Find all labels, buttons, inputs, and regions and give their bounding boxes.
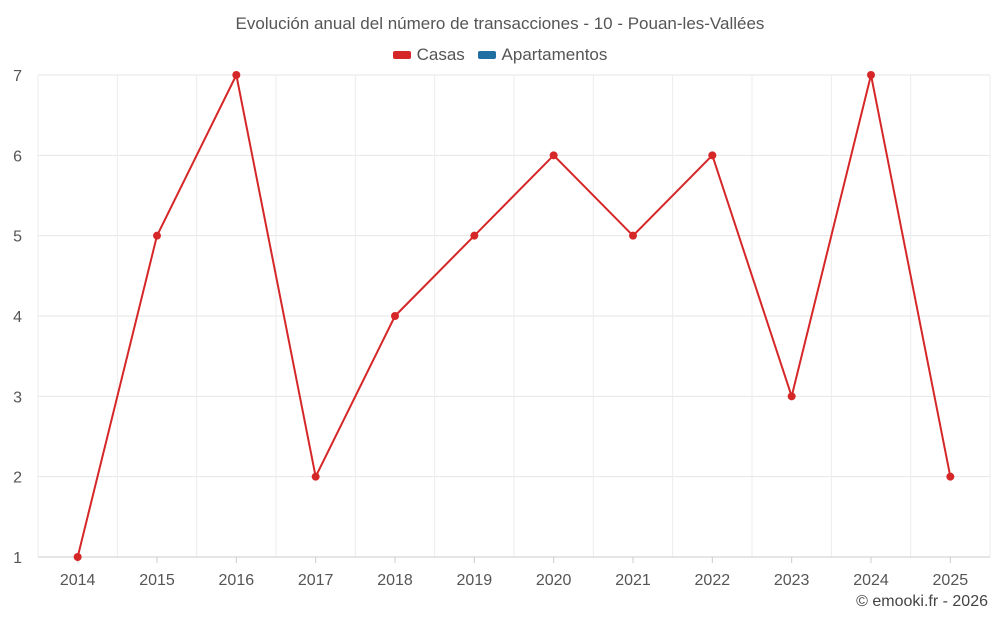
x-tick-label: 2014 [60,572,96,589]
data-point [232,71,241,79]
data-point [549,151,558,160]
legend-label-apartamentos: Apartamentos [501,45,608,64]
x-tick-label: 2024 [853,572,889,589]
data-point [391,312,399,320]
y-tick-label: 5 [13,229,22,246]
x-tick-label: 2023 [774,572,810,589]
x-tick-label: 2015 [139,572,175,589]
x-tick-label: 2016 [219,572,255,589]
x-tick-label: 2025 [933,572,969,589]
data-point [867,71,875,79]
y-tick-label: 1 [13,550,22,567]
x-tick-label: 2017 [298,572,334,589]
x-tick-label: 2018 [377,572,413,589]
x-tick-label: 2021 [615,572,651,589]
legend: Casas Apartamentos [0,44,1000,65]
legend-swatch-apartamentos [477,51,496,59]
credit-text: © emooki.fr - 2026 [856,593,988,610]
data-point [153,231,161,240]
legend-label-casas: Casas [416,45,465,64]
x-tick-label: 2019 [457,572,493,589]
chart-title: Evolución anual del número de transaccio… [235,14,765,33]
data-point [73,553,82,561]
y-tick-label: 4 [13,309,22,326]
x-tick-label: 2020 [536,572,572,589]
data-point [946,472,955,481]
data-point [708,151,717,160]
series-line-casas [76,74,952,558]
data-point [470,231,479,240]
data-point [787,392,796,401]
legend-item-casas[interactable]: Casas [392,45,465,65]
legend-swatch-casas [392,51,411,59]
y-tick-label: 3 [13,389,22,406]
x-tick-label: 2022 [695,572,731,589]
data-point [311,472,320,481]
y-tick-label: 6 [13,148,22,165]
data-point [629,231,637,240]
y-tick-label: 7 [13,68,22,85]
legend-item-apartamentos[interactable]: Apartamentos [477,45,608,65]
y-tick-label: 2 [13,470,22,487]
